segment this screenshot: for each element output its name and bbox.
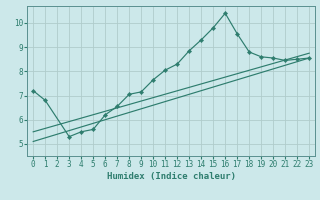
X-axis label: Humidex (Indice chaleur): Humidex (Indice chaleur) [107,172,236,181]
